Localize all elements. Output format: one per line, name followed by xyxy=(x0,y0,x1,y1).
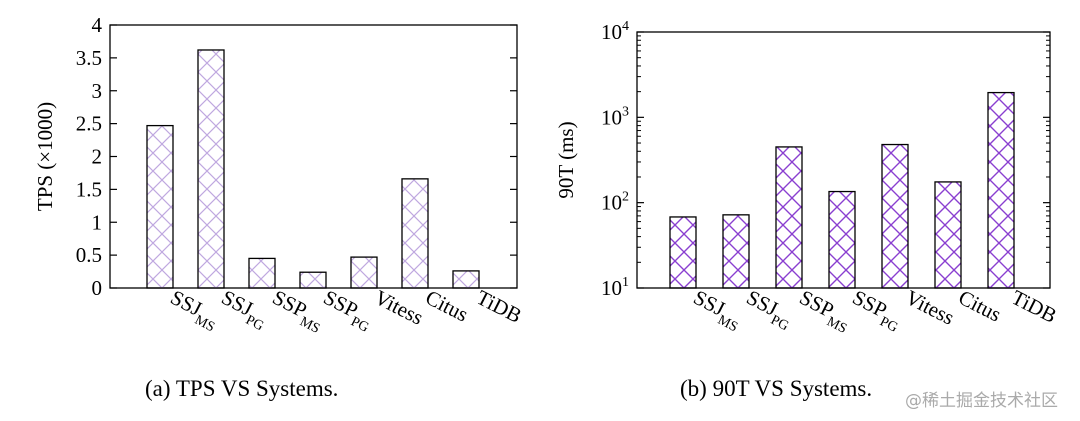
x-tick-label: SSPPG xyxy=(317,285,378,336)
x-tick-label: SSJPG xyxy=(740,285,798,334)
bar xyxy=(987,91,1015,289)
x-tick-label: SSJMS xyxy=(687,285,747,335)
x-tick-label: TiDB xyxy=(1008,285,1061,328)
x-tick-label: Citus xyxy=(422,285,472,327)
y-tick-label: 0.5 xyxy=(76,243,102,267)
caption-a: (a) TPS VS Systems. xyxy=(145,376,339,401)
bar xyxy=(881,143,909,289)
x-tick-label: SSPPG xyxy=(846,285,907,336)
y-tick-label: 4 xyxy=(92,13,103,37)
y-axis-label: TPS (×1000) xyxy=(33,102,57,211)
y-tick-label: 104 xyxy=(601,19,629,44)
bar xyxy=(248,257,276,289)
x-tick-label: SSJMS xyxy=(164,285,224,335)
y-tick-label: 3.5 xyxy=(76,46,102,70)
x-tick-label: SSPMS xyxy=(266,285,329,337)
y-tick-label: 101 xyxy=(601,275,629,300)
bar xyxy=(350,256,378,289)
watermark: @稀土掘金技术社区 xyxy=(905,391,1058,411)
bar xyxy=(299,271,327,289)
bar xyxy=(401,178,429,289)
x-tick-label: SSPMS xyxy=(793,285,856,337)
bar xyxy=(828,190,856,289)
y-axis-label: 90T (ms) xyxy=(554,121,578,198)
bar xyxy=(669,216,697,289)
y-tick-label: 103 xyxy=(601,104,629,129)
bar xyxy=(197,49,225,289)
y-tick-label: 3 xyxy=(92,79,103,103)
x-tick-label: Citus xyxy=(955,285,1005,327)
y-tick-label: 0 xyxy=(92,276,103,300)
caption-b: (b) 90T VS Systems. xyxy=(680,376,873,401)
x-tick-label: Vitess xyxy=(371,285,428,330)
bar xyxy=(722,214,750,289)
bar xyxy=(934,181,962,289)
y-tick-label: 1.5 xyxy=(76,177,102,201)
bar xyxy=(146,124,174,289)
bar xyxy=(775,146,803,289)
x-tick-label: SSJPG xyxy=(215,285,273,334)
x-tick-label: Vitess xyxy=(902,285,959,330)
x-tick-label: TiDB xyxy=(473,285,526,328)
y-tick-label: 2.5 xyxy=(76,112,102,136)
y-tick-label: 1 xyxy=(92,210,103,234)
y-tick-label: 2 xyxy=(92,145,103,169)
y-tick-label: 102 xyxy=(601,190,629,215)
bar xyxy=(452,270,480,289)
latency-chart: 101 102 103 104 90T (ms) SSJMSSSJPGSSPMSSSPPG… xyxy=(554,19,1061,337)
